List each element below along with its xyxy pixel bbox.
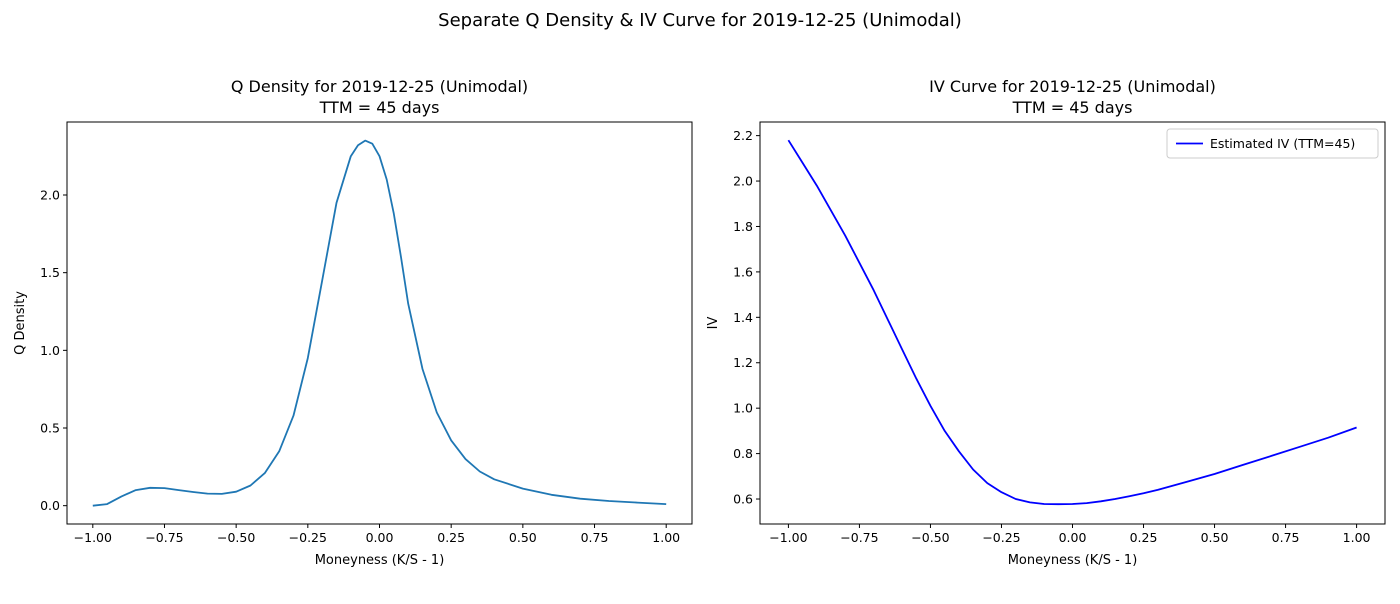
y-tick-label: 0.8 xyxy=(733,446,753,461)
x-tick-label: 0.50 xyxy=(1201,530,1229,545)
x-tick-label: −0.25 xyxy=(289,530,327,545)
x-tick-label: 0.75 xyxy=(581,530,609,545)
x-tick-label: −0.75 xyxy=(840,530,878,545)
series-line xyxy=(787,139,1357,506)
y-tick-label: 0.5 xyxy=(40,421,60,436)
x-tick-label: −1.00 xyxy=(74,530,112,545)
y-tick-label: 2.0 xyxy=(733,174,753,189)
y-tick-label: 1.8 xyxy=(733,219,753,234)
x-tick-label: −0.75 xyxy=(145,530,183,545)
x-tick-label: −0.25 xyxy=(982,530,1020,545)
x-tick-label: 1.00 xyxy=(652,530,680,545)
panel-title: Q Density for 2019-12-25 (Unimodal) xyxy=(231,77,528,96)
x-axis-label: Moneyness (K/S - 1) xyxy=(1008,553,1138,568)
y-axis-label: IV xyxy=(706,317,721,330)
panel-subtitle: TTM = 45 days xyxy=(1012,98,1133,117)
y-tick-label: 1.4 xyxy=(733,310,753,325)
figure-suptitle: Separate Q Density & IV Curve for 2019-1… xyxy=(438,10,962,31)
q-density-panel: Q Density for 2019-12-25 (Unimodal) TTM =… xyxy=(13,77,693,568)
panel-title: IV Curve for 2019-12-25 (Unimodal) xyxy=(929,77,1216,96)
y-tick-label: 1.0 xyxy=(40,343,60,358)
series-line xyxy=(92,139,667,507)
y-tick-label: 0.0 xyxy=(40,498,60,513)
y-tick-label: 1.0 xyxy=(733,401,753,416)
x-tick-label: 1.00 xyxy=(1343,530,1371,545)
y-tick-label: 1.5 xyxy=(40,265,60,280)
x-tick-label: 0.75 xyxy=(1272,530,1300,545)
legend-box xyxy=(1166,128,1379,159)
y-tick-label: 0.6 xyxy=(733,492,753,507)
x-tick-label: 0.50 xyxy=(509,530,537,545)
x-tick-label: 0.00 xyxy=(366,530,394,545)
x-tick-label: −0.50 xyxy=(217,530,255,545)
x-tick-label: 0.00 xyxy=(1059,530,1087,545)
x-tick-label: −1.00 xyxy=(769,530,807,545)
panel-subtitle: TTM = 45 days xyxy=(319,98,440,117)
legend: Estimated IV (TTM=45) xyxy=(1166,128,1379,159)
y-tick-label: 1.6 xyxy=(733,264,753,279)
y-axis-label: Q Density xyxy=(13,291,28,355)
x-tick-label: 0.25 xyxy=(1130,530,1158,545)
x-tick-label: −0.50 xyxy=(911,530,949,545)
y-tick-label: 2.2 xyxy=(733,128,753,143)
x-axis-label: Moneyness (K/S - 1) xyxy=(315,553,445,568)
y-tick-label: 1.2 xyxy=(733,355,753,370)
legend-label: Estimated IV (TTM=45) xyxy=(1210,136,1355,151)
x-tick-label: 0.25 xyxy=(437,530,465,545)
y-tick-label: 2.0 xyxy=(40,188,60,203)
iv-curve-panel: IV Curve for 2019-12-25 (Unimodal) TTM = … xyxy=(706,77,1386,568)
